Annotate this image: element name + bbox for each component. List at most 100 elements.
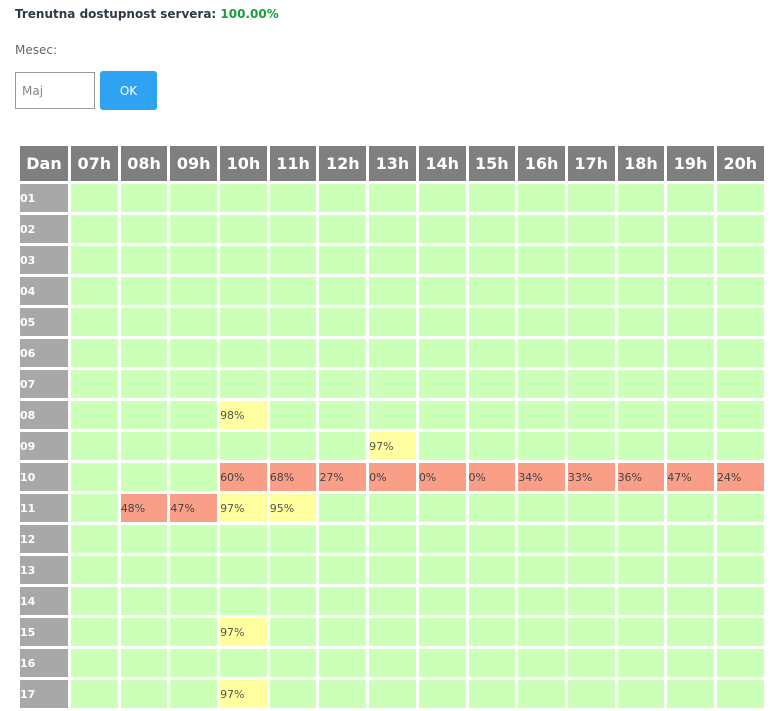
availability-cell xyxy=(71,494,118,522)
availability-cell xyxy=(269,587,317,615)
availability-cell xyxy=(170,308,218,336)
availability-cell xyxy=(518,556,565,584)
hour-column-header: 07h xyxy=(71,146,118,181)
availability-cell xyxy=(71,432,118,460)
availability-cell xyxy=(269,432,317,460)
availability-cell xyxy=(418,277,466,305)
availability-cell xyxy=(667,432,714,460)
availability-cell xyxy=(120,277,168,305)
availability-cell xyxy=(369,246,416,274)
availability-cell: 97% xyxy=(220,618,267,646)
table-row: 07 xyxy=(20,370,764,398)
availability-cell xyxy=(716,525,764,553)
availability-cell xyxy=(220,649,267,677)
availability-cell xyxy=(269,556,317,584)
availability-cell xyxy=(120,525,168,553)
availability-cell xyxy=(418,308,466,336)
availability-cell xyxy=(518,525,565,553)
availability-cell xyxy=(369,556,416,584)
availability-cell xyxy=(71,215,118,243)
availability-cell xyxy=(418,525,466,553)
availability-cell xyxy=(418,649,466,677)
availability-cell xyxy=(170,680,218,708)
availability-cell xyxy=(170,463,218,491)
availability-label: Trenutna dostupnost servera: xyxy=(15,7,217,21)
availability-cell xyxy=(220,184,267,212)
availability-cell xyxy=(71,680,118,708)
availability-cell xyxy=(120,587,168,615)
day-cell: 17 xyxy=(20,680,68,708)
table-row: 16 xyxy=(20,649,764,677)
availability-cell xyxy=(319,525,367,553)
availability-cell xyxy=(71,370,118,398)
availability-cell xyxy=(617,277,665,305)
availability-cell xyxy=(269,215,317,243)
table-row: 03 xyxy=(20,246,764,274)
day-cell: 07 xyxy=(20,370,68,398)
ok-button[interactable]: OK xyxy=(100,71,157,110)
availability-cell xyxy=(468,649,516,677)
day-cell: 04 xyxy=(20,277,68,305)
availability-cell xyxy=(220,308,267,336)
availability-cell xyxy=(468,556,516,584)
availability-cell xyxy=(319,649,367,677)
availability-cell xyxy=(518,587,565,615)
availability-cell xyxy=(319,184,367,212)
availability-cell xyxy=(716,494,764,522)
availability-cell xyxy=(716,587,764,615)
month-label: Mesec: xyxy=(15,43,58,57)
availability-cell xyxy=(120,215,168,243)
hour-column-header: 18h xyxy=(617,146,665,181)
day-cell: 11 xyxy=(20,494,68,522)
availability-cell xyxy=(617,246,665,274)
availability-cell xyxy=(369,525,416,553)
availability-cell xyxy=(220,432,267,460)
table-row: 13 xyxy=(20,556,764,584)
availability-cell xyxy=(170,277,218,305)
availability-cell xyxy=(667,215,714,243)
availability-cell xyxy=(120,401,168,429)
availability-cell xyxy=(269,649,317,677)
availability-cell xyxy=(319,401,367,429)
availability-cell xyxy=(567,308,615,336)
availability-cell xyxy=(468,277,516,305)
table-row: 12 xyxy=(20,525,764,553)
table-row: 15 97% xyxy=(20,618,764,646)
availability-cell xyxy=(567,494,615,522)
month-input[interactable] xyxy=(15,72,95,109)
availability-cell xyxy=(518,649,565,677)
availability-cell xyxy=(369,277,416,305)
availability-cell xyxy=(716,339,764,367)
availability-cell xyxy=(418,432,466,460)
availability-cell: 0% xyxy=(418,463,466,491)
availability-cell xyxy=(468,370,516,398)
availability-cell: 47% xyxy=(667,463,714,491)
availability-cell xyxy=(567,246,615,274)
availability-cell xyxy=(468,339,516,367)
table-row: 08 98% xyxy=(20,401,764,429)
availability-cell xyxy=(369,494,416,522)
availability-cell xyxy=(518,401,565,429)
table-row: 10 60% 68% 27% 0% 0% 0% 34% 33% 36% 47% 24% xyxy=(20,463,764,491)
availability-cell xyxy=(220,215,267,243)
availability-cell: 0% xyxy=(369,463,416,491)
availability-cell xyxy=(667,649,714,677)
availability-cell xyxy=(269,618,317,646)
availability-cell xyxy=(567,215,615,243)
day-cell: 13 xyxy=(20,556,68,584)
day-cell: 10 xyxy=(20,463,68,491)
availability-cell xyxy=(617,215,665,243)
availability-cell xyxy=(716,184,764,212)
availability-cell: 27% xyxy=(319,463,367,491)
day-cell: 14 xyxy=(20,587,68,615)
availability-cell xyxy=(170,556,218,584)
hour-column-header: 20h xyxy=(716,146,764,181)
availability-cell: 34% xyxy=(518,463,565,491)
availability-cell xyxy=(369,680,416,708)
availability-cell xyxy=(667,680,714,708)
availability-cell xyxy=(667,525,714,553)
availability-cell xyxy=(617,401,665,429)
table-row: 11 48% 47% 97% 95% xyxy=(20,494,764,522)
table-body: 01 02 03 04 05 06 07 08 98% 09 97% 10 60% 68% 27% 0% 0% 0… xyxy=(20,184,764,708)
availability-cell xyxy=(120,184,168,212)
